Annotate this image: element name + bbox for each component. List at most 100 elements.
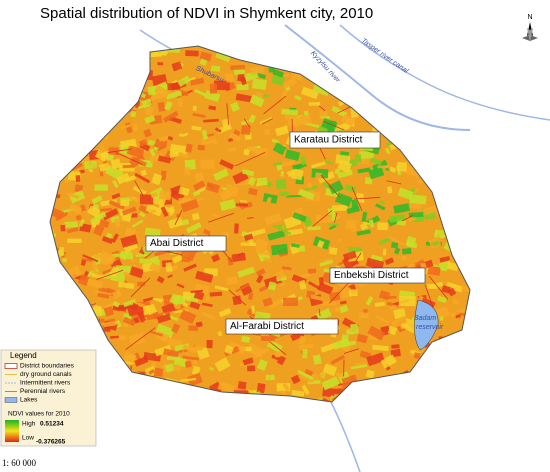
ndvi-patch [293, 401, 307, 402]
ndvi-patch [453, 46, 465, 52]
ndvi-patch [297, 245, 306, 253]
ndvi-patch [276, 355, 287, 366]
ndvi-patch [134, 172, 151, 184]
ndvi-patch [112, 179, 119, 189]
ndvi-patch [55, 324, 63, 334]
ndvi-patch [67, 192, 80, 199]
ndvi-patch [365, 296, 374, 306]
ndvi-patch [199, 58, 208, 66]
ndvi-patch [312, 354, 322, 365]
ndvi-patch [433, 77, 439, 84]
ndvi-patch [214, 285, 229, 292]
ndvi-patch [124, 46, 131, 51]
ndvi-patch [298, 335, 307, 345]
ndvi-patch [444, 352, 459, 364]
road [69, 144, 83, 148]
ndvi-patch [176, 283, 185, 289]
ndvi-patch [86, 86, 101, 93]
ndvi-patch [237, 266, 255, 278]
ndvi-patch [379, 200, 385, 205]
ndvi-patch [98, 250, 117, 266]
ndvi-patch [281, 108, 298, 116]
ndvi-patch [192, 190, 201, 197]
ndvi-patch [91, 195, 103, 205]
road [366, 85, 369, 105]
ndvi-patch [446, 58, 455, 68]
ndvi-patch [138, 139, 148, 147]
ndvi-patch [182, 344, 197, 354]
ndvi-patch [337, 169, 353, 179]
legend-item: dry ground canals [20, 371, 72, 378]
ndvi-patch [221, 395, 232, 402]
road [399, 116, 412, 139]
ndvi-patch [190, 77, 205, 86]
ndvi-patch [92, 224, 105, 237]
ndvi-patch [244, 233, 254, 241]
ndvi-patch [234, 223, 239, 234]
legend-subtitle: NDVI values for 2010 [8, 411, 70, 418]
ndvi-patch [352, 405, 356, 409]
ndvi-patch [107, 112, 119, 118]
ndvi-patch [259, 116, 273, 125]
ndvi-patch [181, 256, 191, 263]
ndvi-patch [267, 281, 277, 291]
ndvi-patch [391, 315, 408, 329]
ndvi-patch [476, 384, 489, 394]
compass-label: N [527, 14, 532, 21]
ndvi-patch [395, 132, 408, 143]
ndvi-patch [40, 219, 46, 227]
ndvi-patch [50, 307, 60, 318]
ndvi-patch [59, 114, 69, 125]
ndvi-patch [230, 64, 246, 71]
ndvi-patch [297, 369, 314, 381]
ndvi-patch [387, 325, 398, 336]
ndvi-patch [88, 168, 94, 173]
ndvi-patch [415, 147, 424, 158]
ndvi-patch [283, 74, 289, 77]
ndvi-patch [321, 117, 338, 132]
ndvi-patch [131, 302, 139, 311]
ndvi-patch [70, 162, 84, 172]
ndvi-patch [58, 291, 68, 303]
ndvi-patch [55, 64, 73, 77]
ndvi-patch [99, 100, 111, 112]
ndvi-patch [251, 78, 267, 90]
ndvi-patch [334, 192, 353, 207]
ndvi-patch [116, 172, 131, 185]
ndvi-patch [179, 309, 197, 325]
ndvi-patch [169, 401, 183, 402]
ndvi-low-label: Low [22, 435, 34, 442]
ndvi-patch [265, 123, 269, 127]
label-box [225, 318, 339, 335]
ndvi-patch [104, 358, 111, 362]
ndvi-patch [50, 156, 66, 165]
water-label: Badam [414, 315, 436, 322]
ndvi-patch [50, 210, 51, 214]
ndvi-patch [266, 196, 272, 204]
ndvi-patch [277, 226, 292, 236]
ndvi-patch [377, 165, 389, 169]
ndvi-patch [142, 305, 151, 316]
ndvi-patch [156, 403, 164, 406]
ndvi-patch [139, 194, 154, 205]
river [329, 399, 361, 472]
ndvi-patch [466, 258, 470, 267]
ndvi-patch [377, 222, 389, 231]
ndvi-patch [202, 229, 211, 236]
ndvi-patch [98, 219, 110, 228]
ndvi-patch [83, 327, 93, 337]
ndvi-patch [98, 342, 102, 347]
ndvi-patch [73, 314, 85, 318]
legend-item: Perennial rivers [20, 388, 66, 395]
ndvi-patch [437, 368, 450, 381]
ndvi-patch [198, 71, 204, 79]
ndvi-patch [389, 304, 397, 310]
ndvi-patch [359, 312, 369, 319]
ndvi-patch [169, 150, 182, 159]
ndvi-patch [452, 299, 459, 305]
ndvi-patch [437, 185, 442, 191]
ndvi-patch [233, 129, 241, 136]
ndvi-patch [111, 289, 123, 300]
ndvi-patch [324, 160, 334, 165]
ndvi-patch [275, 125, 289, 137]
